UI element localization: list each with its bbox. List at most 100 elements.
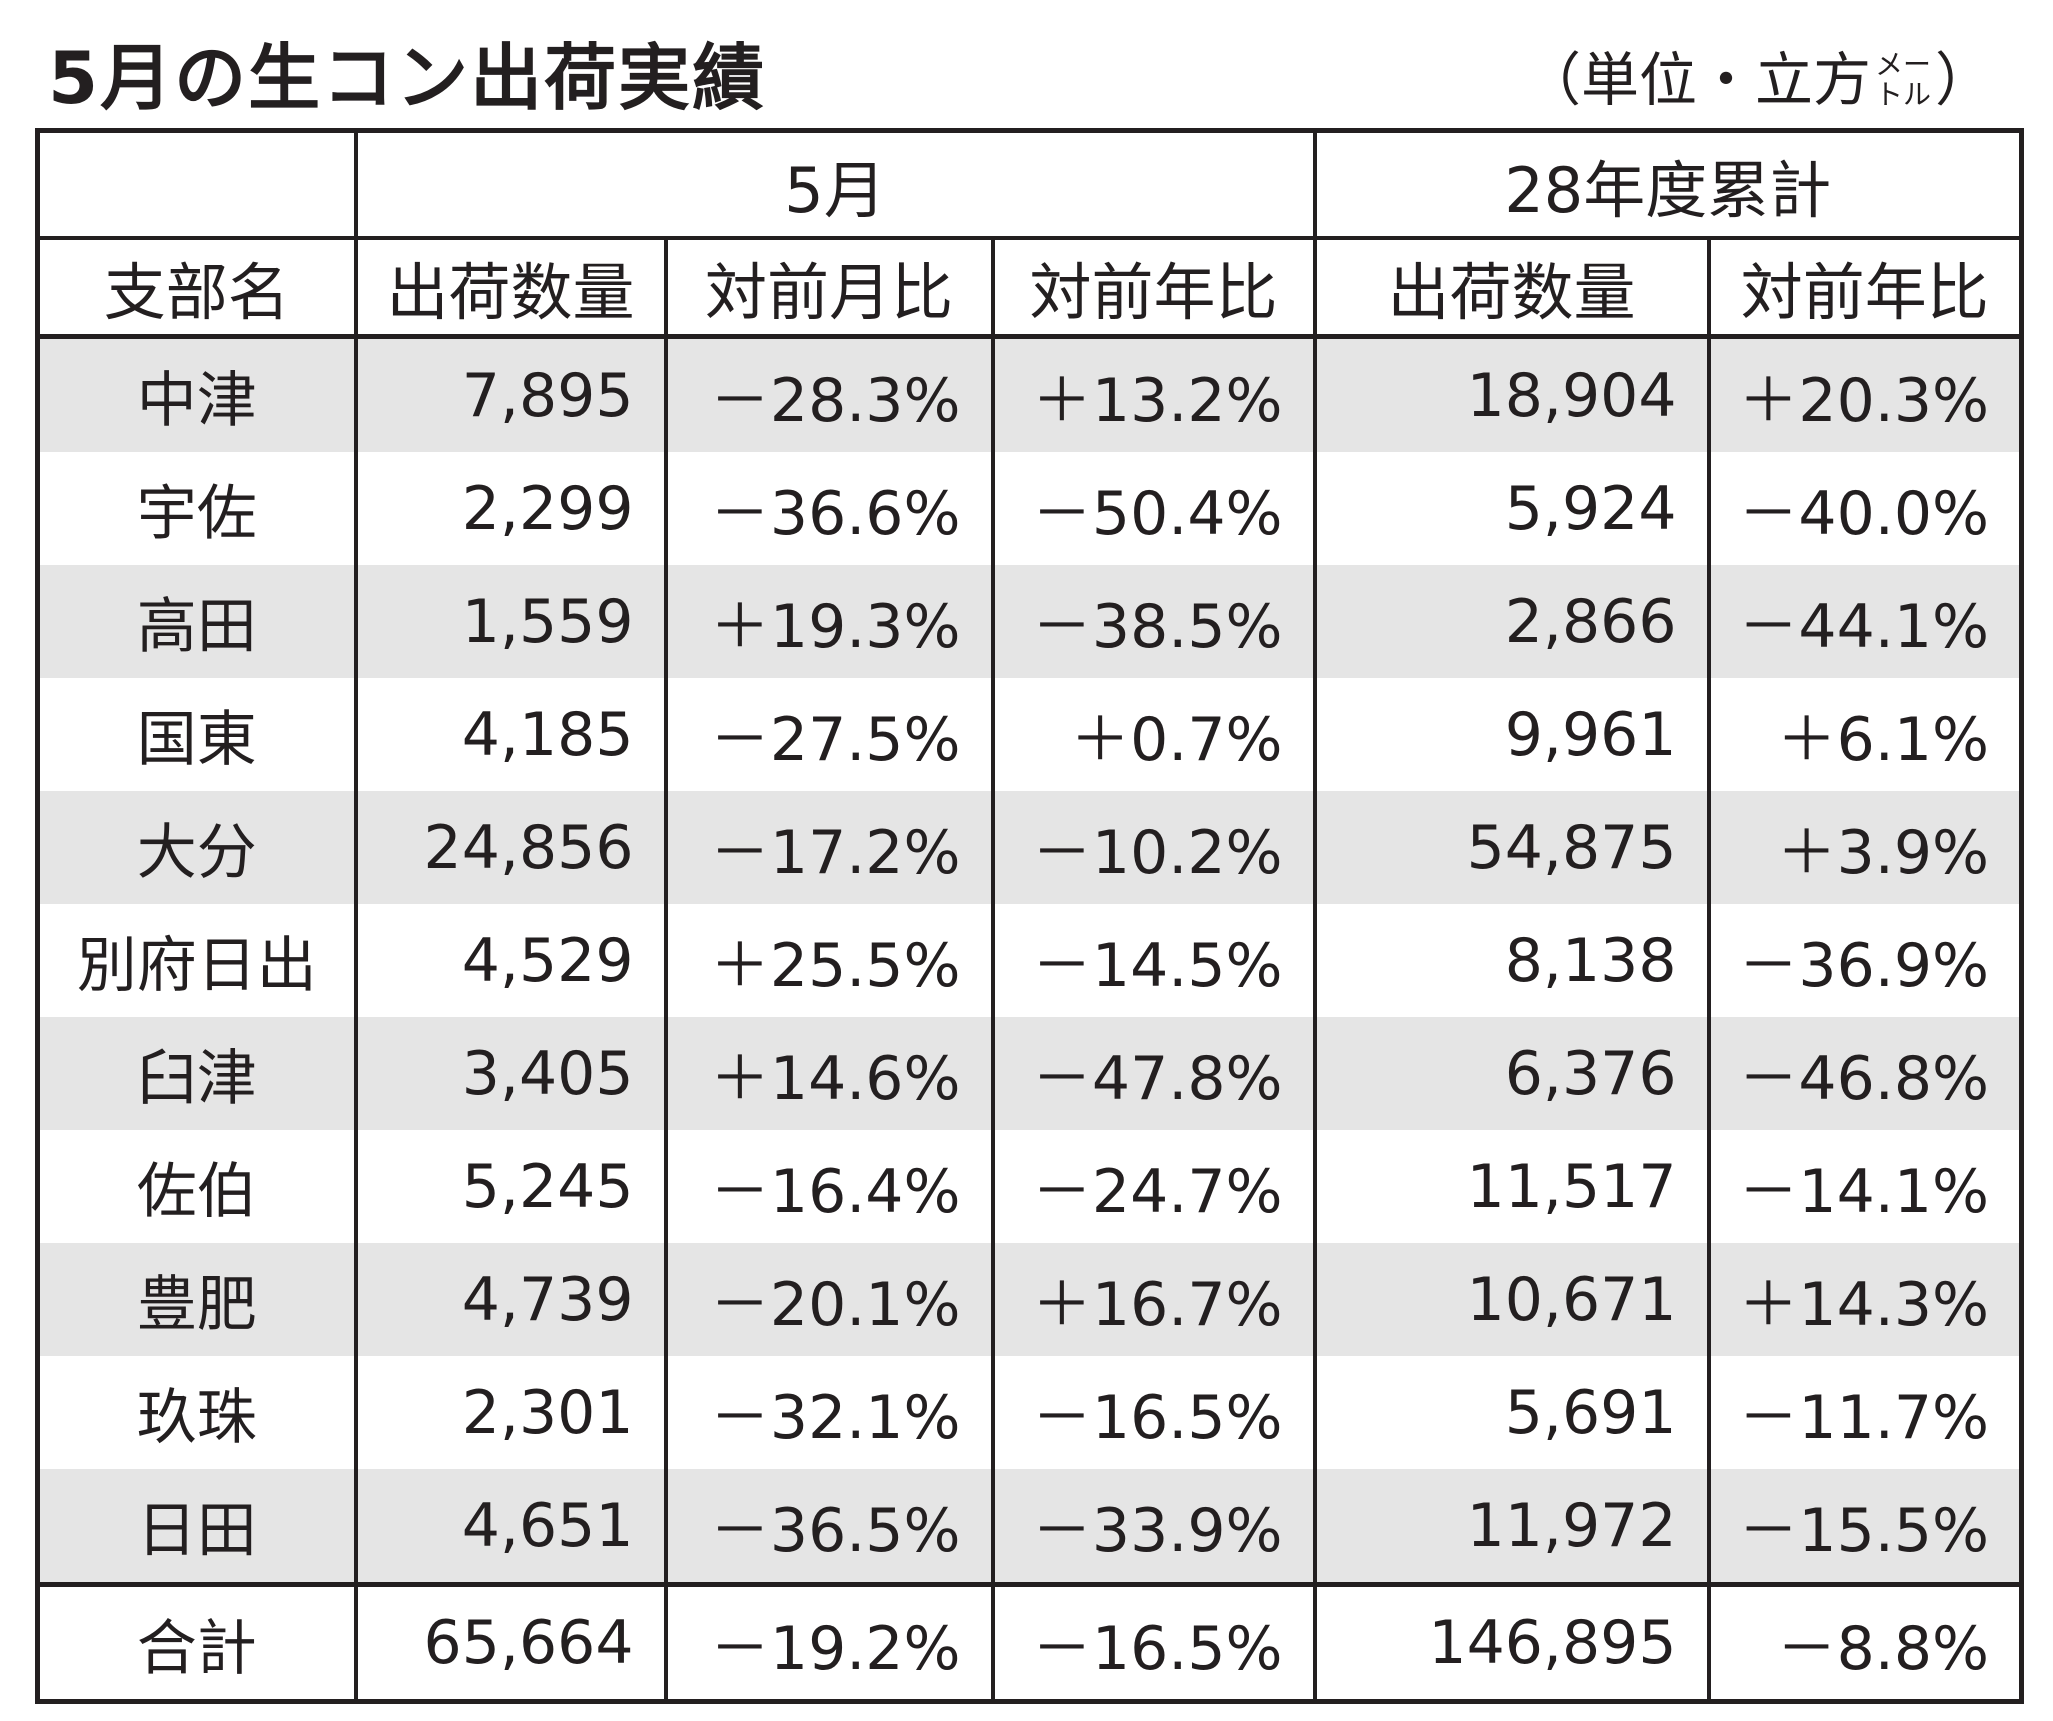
cell-yoy: －10.2% (990, 791, 1317, 904)
header-yoy-cum: 対前年比 (1706, 238, 2024, 339)
cell-branch: 豊肥 (35, 1243, 358, 1356)
unit-note-close: ） (1934, 46, 1993, 114)
header-shipment-may: 出荷数量 (353, 238, 668, 339)
cell-yoy: －14.5% (990, 904, 1317, 1017)
cell-mom: －16.4% (663, 1130, 995, 1243)
table-body: 中津 7,895 －28.3% ＋13.2% 18,904 ＋20.3% 宇佐 2,299 －3… (35, 336, 2024, 1585)
cell-cum-shipment: 10,671 (1312, 1243, 1711, 1356)
cell-branch: 臼津 (35, 1017, 358, 1130)
cell-yoy: －24.7% (990, 1130, 1317, 1243)
cell-branch: 玖珠 (35, 1356, 358, 1469)
cell-cum-shipment: 8,138 (1312, 904, 1711, 1017)
table-header: 5月 28年度累計 支部名 出荷数量 対前月比 対前年比 出荷数量 対前年比 (35, 130, 2024, 339)
cell-mom: －36.5% (663, 1469, 995, 1585)
cell-cum-yoy: －14.1% (1706, 1130, 2024, 1243)
cell-shipment: 4,739 (353, 1243, 668, 1356)
cell-branch: 高田 (35, 565, 358, 678)
cell-shipment: 5,245 (353, 1130, 668, 1243)
cell-yoy: ＋16.7% (990, 1243, 1317, 1356)
cell-mom: －36.6% (663, 452, 995, 565)
header-empty-cell (35, 130, 358, 240)
table-row: 佐伯 5,245 －16.4% －24.7% 11,517 －14.1% (35, 1130, 2024, 1243)
cell-branch: 大分 (35, 791, 358, 904)
cell-shipment: 7,895 (353, 336, 668, 452)
cell-cum-yoy: ＋14.3% (1706, 1243, 2024, 1356)
cell-cum-yoy: ＋6.1% (1706, 678, 2024, 791)
cell-mom: －17.2% (663, 791, 995, 904)
unit-note-meter-bottom: トル (1874, 78, 1931, 111)
header-group-cumulative: 28年度累計 (1312, 130, 2024, 240)
header-branch: 支部名 (35, 238, 358, 339)
page-title: 5月の生コン出荷実績 (48, 36, 767, 120)
cell-shipment: 4,529 (353, 904, 668, 1017)
table-footer: 合計 65,664 －19.2% －16.5% 146,895 －8.8% (35, 1582, 2024, 1702)
cell-mom: ＋25.5% (663, 904, 995, 1017)
unit-note-meter-top: メー (1874, 48, 1931, 81)
unit-note-meter: メー トル (1875, 50, 1931, 110)
cell-mom: －27.5% (663, 678, 995, 791)
cell-cum-shipment: 11,517 (1312, 1130, 1711, 1243)
total-mom: －19.2% (663, 1582, 995, 1702)
cell-cum-yoy: －15.5% (1706, 1469, 2024, 1585)
cell-cum-shipment: 6,376 (1312, 1017, 1711, 1130)
cell-cum-yoy: －46.8% (1706, 1017, 2024, 1130)
cell-cum-yoy: ＋20.3% (1706, 336, 2024, 452)
header-mom: 対前月比 (663, 238, 995, 339)
unit-note: （単位・立方 メー トル ） (1523, 40, 1993, 120)
total-cum-yoy: －8.8% (1706, 1582, 2024, 1702)
cell-mom: ＋19.3% (663, 565, 995, 678)
cell-cum-yoy: ＋3.9% (1706, 791, 2024, 904)
shipment-table: 5月 28年度累計 支部名 出荷数量 対前月比 対前年比 出荷数量 対前年比 中… (35, 128, 2025, 1704)
cell-cum-shipment: 54,875 (1312, 791, 1711, 904)
cell-yoy: －16.5% (990, 1356, 1317, 1469)
cell-yoy: －38.5% (990, 565, 1317, 678)
cell-mom: －20.1% (663, 1243, 995, 1356)
total-yoy: －16.5% (990, 1582, 1317, 1702)
cell-shipment: 24,856 (353, 791, 668, 904)
cell-mom: －32.1% (663, 1356, 995, 1469)
table-row: 宇佐 2,299 －36.6% －50.4% 5,924 －40.0% (35, 452, 2024, 565)
header-yoy-may: 対前年比 (990, 238, 1317, 339)
cell-yoy: －33.9% (990, 1469, 1317, 1585)
cell-cum-shipment: 18,904 (1312, 336, 1711, 452)
cell-branch: 日田 (35, 1469, 358, 1585)
cell-shipment: 4,651 (353, 1469, 668, 1585)
total-cum-shipment: 146,895 (1312, 1582, 1711, 1702)
table-row: 臼津 3,405 ＋14.6% －47.8% 6,376 －46.8% (35, 1017, 2024, 1130)
cell-shipment: 3,405 (353, 1017, 668, 1130)
header-column-row: 支部名 出荷数量 対前月比 対前年比 出荷数量 対前年比 (35, 238, 2024, 339)
cell-yoy: －47.8% (990, 1017, 1317, 1130)
cell-shipment: 4,185 (353, 678, 668, 791)
unit-note-open: （単位・立方 (1522, 46, 1871, 114)
header-group-row: 5月 28年度累計 (35, 130, 2024, 240)
cell-yoy: －50.4% (990, 452, 1317, 565)
cell-shipment: 1,559 (353, 565, 668, 678)
cell-cum-shipment: 11,972 (1312, 1469, 1711, 1585)
cell-mom: ＋14.6% (663, 1017, 995, 1130)
table-row: 玖珠 2,301 －32.1% －16.5% 5,691 －11.7% (35, 1356, 2024, 1469)
table-row: 中津 7,895 －28.3% ＋13.2% 18,904 ＋20.3% (35, 336, 2024, 452)
table-row: 豊肥 4,739 －20.1% ＋16.7% 10,671 ＋14.3% (35, 1243, 2024, 1356)
cell-shipment: 2,299 (353, 452, 668, 565)
total-shipment: 65,664 (353, 1582, 668, 1702)
table-row: 大分 24,856 －17.2% －10.2% 54,875 ＋3.9% (35, 791, 2024, 904)
cell-cum-yoy: －40.0% (1706, 452, 2024, 565)
table-row: 高田 1,559 ＋19.3% －38.5% 2,866 －44.1% (35, 565, 2024, 678)
cell-shipment: 2,301 (353, 1356, 668, 1469)
cell-branch: 別府日出 (35, 904, 358, 1017)
cell-yoy: ＋13.2% (990, 336, 1317, 452)
cell-cum-shipment: 5,691 (1312, 1356, 1711, 1469)
cell-cum-yoy: －44.1% (1706, 565, 2024, 678)
cell-branch: 佐伯 (35, 1130, 358, 1243)
header-shipment-cum: 出荷数量 (1312, 238, 1711, 339)
table-row: 別府日出 4,529 ＋25.5% －14.5% 8,138 －36.9% (35, 904, 2024, 1017)
cell-branch: 宇佐 (35, 452, 358, 565)
cell-cum-yoy: －11.7% (1706, 1356, 2024, 1469)
total-branch: 合計 (35, 1582, 358, 1702)
cell-branch: 中津 (35, 336, 358, 452)
header-group-may: 5月 (353, 130, 1317, 240)
cell-branch: 国東 (35, 678, 358, 791)
cell-cum-yoy: －36.9% (1706, 904, 2024, 1017)
total-row: 合計 65,664 －19.2% －16.5% 146,895 －8.8% (35, 1582, 2024, 1702)
cell-cum-shipment: 5,924 (1312, 452, 1711, 565)
